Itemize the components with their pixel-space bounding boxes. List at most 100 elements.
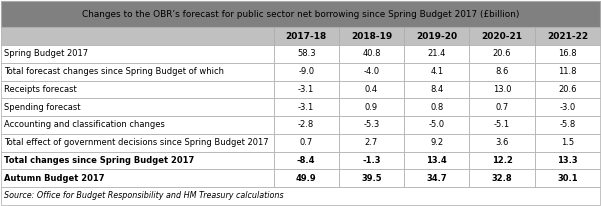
Text: -4.0: -4.0 [364, 67, 380, 76]
Bar [273, 169, 339, 187]
Bar [404, 116, 469, 134]
Text: Autumn Budget 2017: Autumn Budget 2017 [4, 174, 105, 183]
Bar [273, 81, 339, 98]
Bar [469, 151, 535, 169]
Text: 16.8: 16.8 [558, 49, 577, 58]
Bar [404, 81, 469, 98]
Bar [469, 134, 535, 151]
Text: 0.9: 0.9 [365, 103, 378, 112]
Text: 30.1: 30.1 [557, 174, 578, 183]
Text: -9.0: -9.0 [298, 67, 314, 76]
Text: 2.7: 2.7 [365, 138, 378, 147]
Text: 2021-22: 2021-22 [547, 32, 588, 41]
Text: 0.7: 0.7 [299, 138, 313, 147]
Bar [469, 98, 535, 116]
Text: -3.1: -3.1 [298, 85, 314, 94]
Text: -8.4: -8.4 [297, 156, 316, 165]
Bar [273, 116, 339, 134]
Bar [1, 45, 273, 63]
Bar [404, 151, 469, 169]
Text: 1.5: 1.5 [561, 138, 574, 147]
Text: Receipts forecast: Receipts forecast [4, 85, 77, 94]
Bar [469, 116, 535, 134]
Text: 8.4: 8.4 [430, 85, 444, 94]
Bar [273, 45, 339, 63]
Text: 20.6: 20.6 [493, 49, 511, 58]
Bar [273, 134, 339, 151]
Text: 11.8: 11.8 [558, 67, 576, 76]
Bar [273, 151, 339, 169]
Text: 39.5: 39.5 [361, 174, 382, 183]
Text: 2020-21: 2020-21 [481, 32, 522, 41]
Text: Total effect of government decisions since Spring Budget 2017: Total effect of government decisions sin… [4, 138, 269, 147]
Text: -5.3: -5.3 [364, 120, 380, 129]
Bar [535, 81, 600, 98]
Text: 0.7: 0.7 [495, 103, 508, 112]
Bar [339, 116, 404, 134]
Text: 2017-18: 2017-18 [285, 32, 327, 41]
Bar [339, 134, 404, 151]
Text: Spending forecast: Spending forecast [4, 103, 81, 112]
Bar [1, 169, 273, 187]
Text: -5.1: -5.1 [494, 120, 510, 129]
Bar [535, 116, 600, 134]
Bar [1, 1, 600, 27]
Bar [469, 63, 535, 81]
Bar [535, 45, 600, 63]
Text: -5.0: -5.0 [429, 120, 445, 129]
Bar [1, 116, 273, 134]
Text: 13.4: 13.4 [426, 156, 447, 165]
Bar [535, 151, 600, 169]
Bar [404, 63, 469, 81]
Text: 0.4: 0.4 [365, 85, 378, 94]
Text: -2.8: -2.8 [298, 120, 314, 129]
Text: 58.3: 58.3 [297, 49, 316, 58]
Text: 12.2: 12.2 [492, 156, 513, 165]
Bar [404, 169, 469, 187]
Text: Spring Budget 2017: Spring Budget 2017 [4, 49, 88, 58]
Bar [339, 98, 404, 116]
Text: 4.1: 4.1 [430, 67, 444, 76]
Text: 49.9: 49.9 [296, 174, 317, 183]
Bar [469, 81, 535, 98]
Text: 32.8: 32.8 [492, 174, 513, 183]
Bar [535, 169, 600, 187]
Text: -3.0: -3.0 [559, 103, 576, 112]
Text: Source: Office for Budget Responsibility and HM Treasury calculations: Source: Office for Budget Responsibility… [4, 192, 284, 200]
Bar [469, 27, 535, 45]
Text: -1.3: -1.3 [362, 156, 380, 165]
Bar [339, 45, 404, 63]
Bar [273, 27, 339, 45]
Text: Changes to the OBR’s forecast for public sector net borrowing since Spring Budge: Changes to the OBR’s forecast for public… [82, 9, 519, 19]
Text: 2019-20: 2019-20 [416, 32, 457, 41]
Bar [339, 81, 404, 98]
Text: 13.3: 13.3 [557, 156, 578, 165]
Bar [339, 63, 404, 81]
Text: Total forecast changes since Spring Budget of which: Total forecast changes since Spring Budg… [4, 67, 224, 76]
Text: -5.8: -5.8 [559, 120, 576, 129]
Text: 21.4: 21.4 [427, 49, 446, 58]
Bar [404, 134, 469, 151]
Text: 13.0: 13.0 [493, 85, 511, 94]
Text: 20.6: 20.6 [558, 85, 576, 94]
Text: 9.2: 9.2 [430, 138, 444, 147]
Text: Accounting and classification changes: Accounting and classification changes [4, 120, 165, 129]
Bar [404, 27, 469, 45]
Bar [469, 169, 535, 187]
Text: -3.1: -3.1 [298, 103, 314, 112]
Bar [404, 45, 469, 63]
Text: 2018-19: 2018-19 [351, 32, 392, 41]
Bar [339, 27, 404, 45]
Bar [1, 134, 273, 151]
Text: 3.6: 3.6 [495, 138, 509, 147]
Bar [339, 169, 404, 187]
Text: 8.6: 8.6 [495, 67, 509, 76]
Bar [1, 27, 273, 45]
Text: Total changes since Spring Budget 2017: Total changes since Spring Budget 2017 [4, 156, 194, 165]
Text: 40.8: 40.8 [362, 49, 380, 58]
Bar [535, 63, 600, 81]
Bar [1, 98, 273, 116]
Text: 0.8: 0.8 [430, 103, 444, 112]
Bar [273, 63, 339, 81]
Bar [404, 98, 469, 116]
